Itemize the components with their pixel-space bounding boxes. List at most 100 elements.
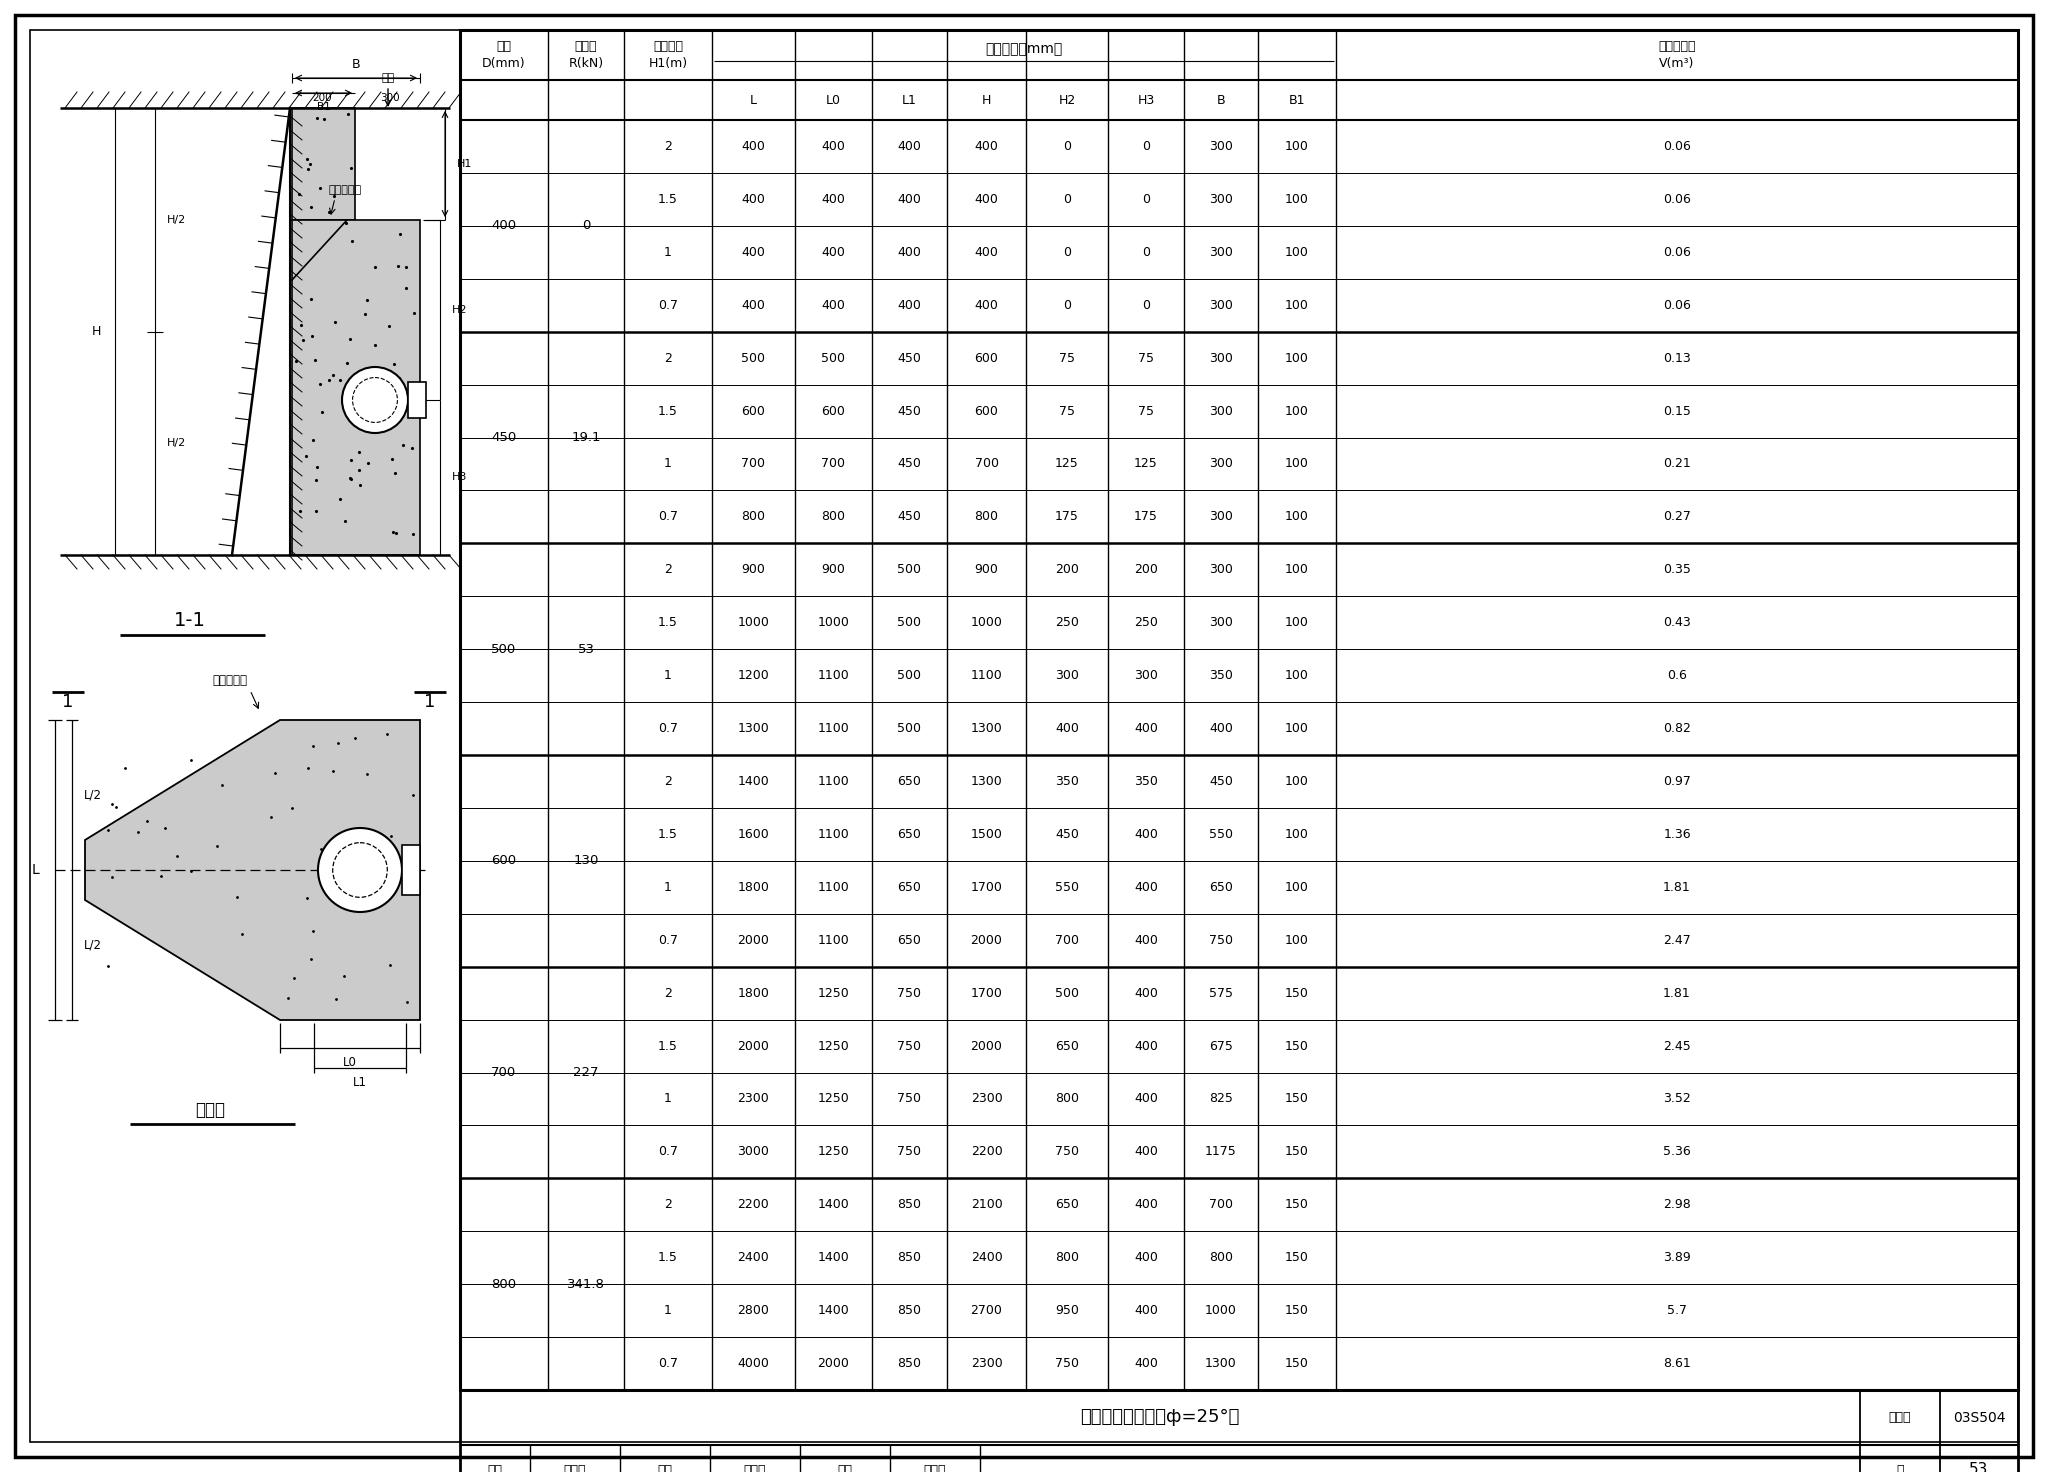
Text: 100: 100 (1284, 564, 1309, 577)
Bar (461, 29, 2017, 1390)
Text: 2: 2 (664, 1198, 672, 1211)
Text: 2300: 2300 (971, 1357, 1001, 1370)
Text: B1: B1 (1288, 94, 1305, 106)
Text: 800: 800 (975, 511, 999, 524)
Text: 校对: 校对 (657, 1463, 672, 1472)
Text: 0.21: 0.21 (1663, 458, 1692, 471)
Text: 175: 175 (1055, 511, 1079, 524)
Bar (401, 845, 420, 895)
Text: 450: 450 (897, 405, 922, 418)
Text: 450: 450 (897, 511, 922, 524)
Text: H/2: H/2 (168, 439, 186, 449)
Text: 400: 400 (975, 299, 999, 312)
Text: 550: 550 (1208, 827, 1233, 841)
Text: 0.35: 0.35 (1663, 564, 1692, 577)
Text: 100: 100 (1284, 140, 1309, 153)
Text: 400: 400 (975, 193, 999, 206)
Text: H2: H2 (453, 305, 467, 315)
Text: 0.7: 0.7 (657, 1357, 678, 1370)
Bar (293, 219, 420, 555)
Text: 1.5: 1.5 (657, 405, 678, 418)
Text: 300: 300 (1055, 670, 1079, 682)
Text: 100: 100 (1284, 670, 1309, 682)
Text: 700: 700 (741, 458, 766, 471)
Text: 100: 100 (1284, 774, 1309, 788)
Text: 500: 500 (821, 352, 846, 365)
Text: 贴油毡一层: 贴油毡一层 (213, 674, 248, 686)
Text: 管顶覆土: 管顶覆土 (653, 40, 682, 53)
Text: 1250: 1250 (817, 1145, 850, 1158)
Text: 400: 400 (821, 193, 846, 206)
Text: 700: 700 (975, 458, 999, 471)
Text: 平面图: 平面图 (195, 1101, 225, 1119)
Text: 1400: 1400 (817, 1304, 850, 1317)
Text: 1: 1 (664, 458, 672, 471)
Text: 1.5: 1.5 (657, 1251, 678, 1264)
Text: 125: 125 (1055, 458, 1079, 471)
Text: 400: 400 (741, 140, 766, 153)
Text: 2300: 2300 (971, 1092, 1001, 1105)
Text: 03S504: 03S504 (1952, 1410, 2005, 1425)
Text: 400: 400 (1135, 1198, 1157, 1211)
Text: 0.06: 0.06 (1663, 299, 1692, 312)
Text: 1.36: 1.36 (1663, 827, 1692, 841)
Text: 100: 100 (1284, 352, 1309, 365)
Text: H3: H3 (1137, 94, 1155, 106)
Text: 0: 0 (1063, 193, 1071, 206)
Text: 800: 800 (492, 1278, 516, 1291)
Text: 2000: 2000 (737, 933, 770, 946)
Text: 450: 450 (1208, 774, 1233, 788)
Text: 3000: 3000 (737, 1145, 770, 1158)
Text: H/2: H/2 (168, 215, 186, 225)
Text: 700: 700 (1055, 933, 1079, 946)
Text: 750: 750 (1055, 1357, 1079, 1370)
Text: 450: 450 (897, 458, 922, 471)
Text: 2: 2 (664, 564, 672, 577)
Text: 750: 750 (897, 986, 922, 999)
Text: 1100: 1100 (817, 827, 850, 841)
Text: 800: 800 (1208, 1251, 1233, 1264)
Text: 2400: 2400 (971, 1251, 1001, 1264)
Text: 1250: 1250 (817, 1092, 850, 1105)
Text: 800: 800 (1055, 1092, 1079, 1105)
Text: 650: 650 (897, 933, 922, 946)
Text: 300: 300 (1208, 352, 1233, 365)
Text: 1700: 1700 (971, 880, 1001, 894)
Text: L/2: L/2 (84, 939, 102, 951)
Text: 750: 750 (897, 1145, 922, 1158)
Text: 500: 500 (897, 723, 922, 735)
Text: 450: 450 (1055, 827, 1079, 841)
Text: 5.36: 5.36 (1663, 1145, 1692, 1158)
Text: 400: 400 (1135, 880, 1157, 894)
Text: 500: 500 (492, 643, 516, 655)
Text: 600: 600 (741, 405, 766, 418)
Text: 400: 400 (1135, 1039, 1157, 1052)
Text: 250: 250 (1055, 617, 1079, 629)
Text: 0: 0 (1063, 140, 1071, 153)
Text: L0: L0 (825, 94, 842, 106)
Text: 19.1: 19.1 (571, 431, 600, 445)
Text: 400: 400 (741, 246, 766, 259)
Text: 2: 2 (664, 986, 672, 999)
Text: 刘永鹏: 刘永鹏 (743, 1463, 766, 1472)
Text: 1100: 1100 (817, 670, 850, 682)
Text: 2400: 2400 (737, 1251, 770, 1264)
Text: 100: 100 (1284, 458, 1309, 471)
Text: 100: 100 (1284, 827, 1309, 841)
Text: 贴油毡一层: 贴油毡一层 (328, 185, 362, 194)
Text: 0.7: 0.7 (657, 933, 678, 946)
Text: 100: 100 (1284, 723, 1309, 735)
Text: 1.5: 1.5 (657, 827, 678, 841)
Text: H1(m): H1(m) (649, 57, 688, 69)
Text: 300: 300 (1208, 299, 1233, 312)
Text: 400: 400 (897, 140, 922, 153)
Text: 600: 600 (975, 352, 999, 365)
Text: 600: 600 (975, 405, 999, 418)
Text: 300: 300 (1208, 405, 1233, 418)
Text: 2100: 2100 (971, 1198, 1001, 1211)
Text: 600: 600 (492, 854, 516, 867)
Text: 575: 575 (1208, 986, 1233, 999)
Text: 0.13: 0.13 (1663, 352, 1692, 365)
Bar (408, 381, 426, 418)
Text: 550: 550 (1055, 880, 1079, 894)
